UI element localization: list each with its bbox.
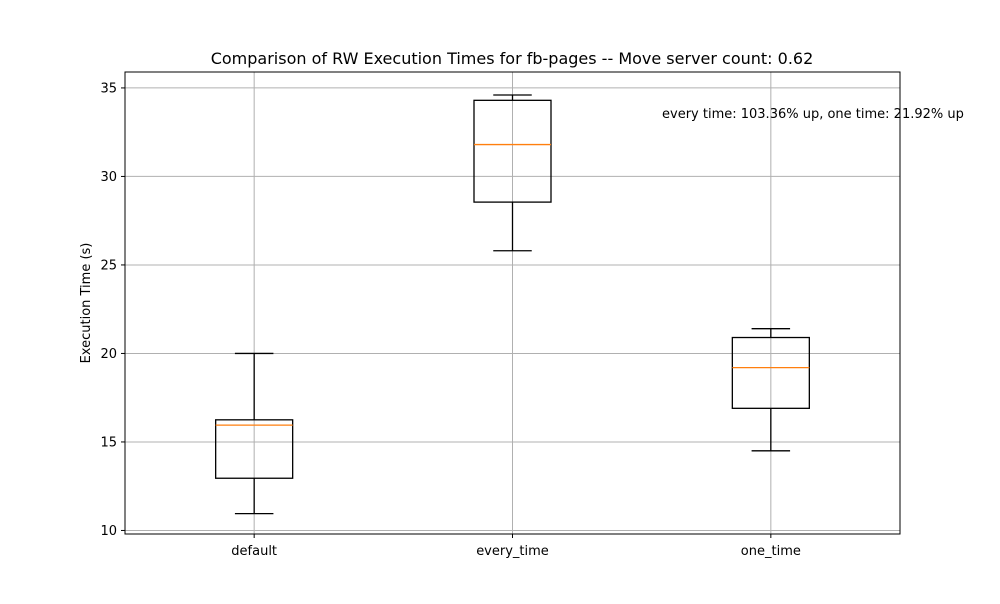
- chart-title: Comparison of RW Execution Times for fb-…: [211, 49, 814, 68]
- box-layer: [215, 94, 810, 515]
- y-tick-label: 30: [100, 170, 117, 185]
- box-default: [215, 419, 294, 479]
- y-tick-label: 35: [100, 81, 117, 96]
- x-tick-label: default: [231, 544, 277, 559]
- x-tick-label: one_time: [741, 544, 801, 559]
- tick-layer: 10 15 20 25 30 35 default every_time one_time: [100, 81, 800, 559]
- y-tick-label: 20: [100, 347, 117, 362]
- grid-layer: [125, 72, 900, 534]
- box-every_time: [473, 99, 552, 203]
- y-tick-label: 25: [100, 258, 117, 273]
- y-tick-label: 10: [100, 524, 117, 539]
- y-tick-label: 15: [100, 435, 117, 450]
- x-tick-label: every_time: [476, 544, 549, 559]
- box-one_time: [731, 336, 810, 409]
- y-axis-label: Execution Time (s): [79, 243, 94, 364]
- chart-annotation: every time: 103.36% up, one time: 21.92%…: [662, 107, 964, 122]
